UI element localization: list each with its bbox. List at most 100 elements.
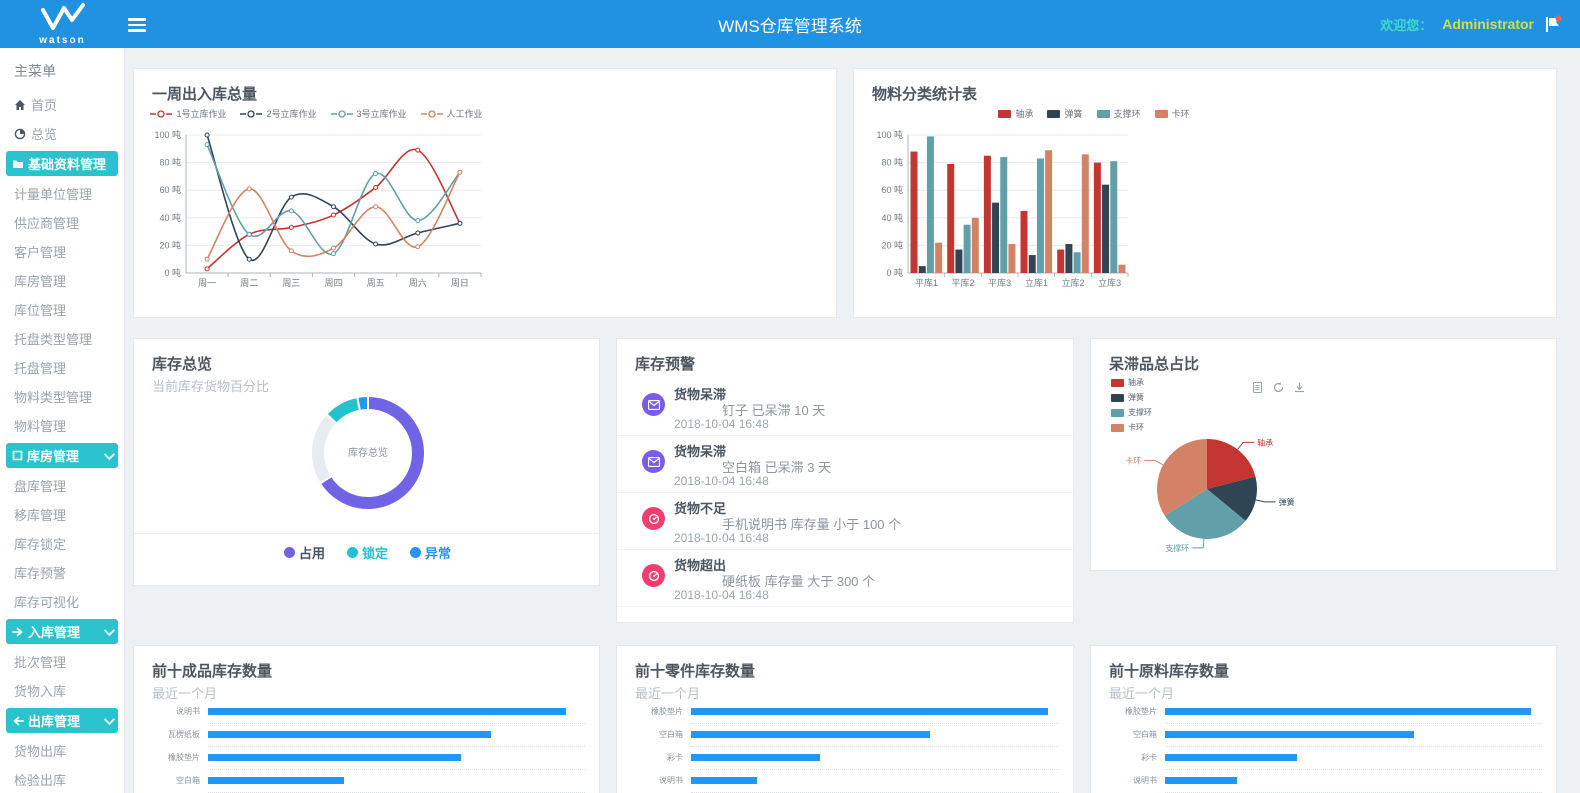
- sidebar-item-label: 库位管理: [14, 303, 67, 318]
- sidebar-item-goods-inbound[interactable]: 货物入库: [0, 676, 124, 705]
- sidebar-item-material-type-mgmt[interactable]: 物料类型管理: [0, 382, 124, 411]
- top-finished-bar-chart: 说明书 瓦楞纸板 橡胶垫片 空白箱: [148, 704, 585, 793]
- svg-text:平库1: 平库1: [915, 277, 938, 288]
- legend-item[interactable]: 1号立库作业: [150, 107, 226, 120]
- card-title: 物料分类统计表: [872, 86, 978, 103]
- card-divider: [134, 533, 601, 534]
- sidebar-item-label: 供应商管理: [14, 216, 80, 231]
- sidebar-item-outbound-group[interactable]: 出库管理: [6, 708, 118, 733]
- legend-item[interactable]: 弹簧: [1111, 392, 1152, 403]
- data-view-icon[interactable]: [1251, 381, 1264, 394]
- username[interactable]: Administrator: [1442, 16, 1534, 32]
- legend-item[interactable]: 2号立库作业: [240, 107, 317, 120]
- grid-dotted-line: [1165, 746, 1542, 747]
- sidebar-item-supplier-mgmt[interactable]: 供应商管理: [0, 208, 124, 237]
- bar-fill: [1165, 708, 1531, 715]
- menu-toggle-icon[interactable]: [128, 15, 148, 33]
- bar-fill: [691, 754, 820, 761]
- alert-timestamp: 2018-10-04 16:48: [674, 474, 769, 488]
- sidebar-item-pallet-type-mgmt[interactable]: 托盘类型管理: [0, 324, 124, 353]
- sidebar-item-home[interactable]: 首页: [0, 90, 124, 119]
- sidebar-item-basic-data[interactable]: 基础资料管理: [6, 151, 118, 176]
- sidebar-item-move-mgmt[interactable]: 移库管理: [0, 500, 124, 529]
- sidebar-item-inspect-outbound[interactable]: 检验出库: [0, 765, 124, 793]
- bar-label: 空白箱: [1133, 730, 1157, 739]
- bar-row: 空白箱: [1105, 727, 1542, 750]
- sidebar-item-goods-outbound[interactable]: 货物出库: [0, 736, 124, 765]
- legend-item[interactable]: 人工作业: [420, 107, 483, 120]
- legend-item[interactable]: 轴承: [1111, 377, 1152, 388]
- sidebar-item-warehouse-group[interactable]: 库房管理: [6, 443, 118, 468]
- sidebar-item-customer-mgmt[interactable]: 客户管理: [0, 237, 124, 266]
- alert-title: 货物超出: [674, 558, 727, 573]
- legend-item[interactable]: 轴承: [998, 107, 1033, 120]
- grid-dotted-line: [1165, 723, 1542, 724]
- bar-track: [208, 731, 585, 738]
- svg-text:0 吨: 0 吨: [164, 267, 181, 278]
- legend-item[interactable]: 支撑环: [1111, 407, 1152, 418]
- bar-fill: [1165, 731, 1414, 738]
- alert-description: 硬纸板 库存量 大于 300 个: [722, 574, 876, 589]
- legend-item[interactable]: 占用: [283, 543, 325, 562]
- sidebar-item-label: 移库管理: [14, 508, 67, 523]
- sidebar-item-stocktake-mgmt[interactable]: 盘库管理: [0, 471, 124, 500]
- legend-item[interactable]: 3号立库作业: [330, 107, 407, 120]
- sidebar-item-warehouse-mgmt-link[interactable]: 库房管理: [0, 266, 124, 295]
- sidebar-item-label: 库存锁定: [14, 537, 67, 552]
- card-inventory-overview: 库存总览 当前库存货物百分比 库存总览 占用 锁定 异常: [133, 338, 601, 586]
- sidebar-item-label: 入库管理: [28, 625, 81, 640]
- legend-item[interactable]: 异常: [410, 543, 451, 562]
- legend-item[interactable]: 卡环: [1111, 422, 1152, 433]
- alert-item[interactable]: 货物呆滞 空白箱 已呆滞 3 天 2018-10-04 16:48: [617, 436, 1075, 493]
- grid-dotted-line: [1165, 769, 1542, 770]
- sidebar-item-label: 托盘管理: [14, 361, 67, 376]
- legend-item[interactable]: 锁定: [346, 543, 388, 562]
- sidebar-section-label: 主菜单: [14, 63, 56, 79]
- bar-label: 彩卡: [667, 753, 683, 762]
- grid-dotted-line: [691, 746, 1059, 747]
- legend-item[interactable]: 支撑环: [1096, 107, 1141, 120]
- refresh-icon[interactable]: [1272, 381, 1285, 394]
- alert-timestamp: 2018-10-04 16:48: [674, 588, 769, 602]
- chart-toolbox: [1251, 381, 1306, 394]
- alert-item[interactable]: 货物呆滞 钉子 已呆滞 10 天 2018-10-04 16:48: [617, 379, 1075, 436]
- sidebar-item-unit-mgmt[interactable]: 计量单位管理: [0, 179, 124, 208]
- download-icon[interactable]: [1293, 381, 1306, 394]
- notification-flag-icon[interactable]: [1544, 15, 1562, 33]
- sidebar-item-stock-lock[interactable]: 库存锁定: [0, 529, 124, 558]
- card-top-parts: 前十零件库存数量 最近一个月 橡胶垫片 空白箱 彩卡 说明书: [616, 645, 1074, 793]
- bar-fill: [1165, 754, 1297, 761]
- alert-item[interactable]: 货物不足 手机说明书 库存量 小于 100 个 2018-10-04 16:48: [617, 493, 1075, 550]
- sidebar-item-stock-warning[interactable]: 库存预警: [0, 558, 124, 587]
- svg-text:轴承: 轴承: [1257, 437, 1273, 447]
- card-title: 库存预警: [635, 356, 696, 373]
- card-subtitle: 最近一个月: [1109, 686, 1175, 701]
- grid-dotted-line: [691, 723, 1059, 724]
- app-title: WMS仓库管理系统: [718, 16, 862, 36]
- svg-text:立库1: 立库1: [1025, 277, 1048, 288]
- chevron-down-icon: [103, 624, 116, 636]
- legend-item[interactable]: 弹簧: [1047, 107, 1083, 120]
- sidebar-item-stock-visual[interactable]: 库存可视化: [0, 587, 124, 616]
- sidebar-item-pallet-mgmt[interactable]: 托盘管理: [0, 353, 124, 382]
- sidebar-item-location-mgmt[interactable]: 库位管理: [0, 295, 124, 324]
- sidebar-item-label: 检验出库: [14, 773, 67, 788]
- sidebar-item-overview[interactable]: 总览: [0, 119, 124, 148]
- bar-row: 说明书: [148, 704, 585, 727]
- sidebar-item-label: 物料管理: [14, 419, 67, 434]
- bar-fill: [208, 708, 567, 715]
- sidebar-item-label: 库存预警: [14, 566, 67, 581]
- sidebar-item-material-mgmt[interactable]: 物料管理: [0, 411, 124, 440]
- card-top-raw: 前十原料库存数量 最近一个月 橡胶垫片 空白箱 彩卡 说明书: [1090, 645, 1557, 793]
- watson-logo[interactable]: watson: [0, 0, 125, 48]
- bar-label: 说明书: [1133, 776, 1157, 785]
- sidebar-item-batch-mgmt[interactable]: 批次管理: [0, 647, 124, 676]
- svg-text:20 吨: 20 吨: [881, 239, 903, 250]
- bar-fill: [208, 777, 344, 784]
- card-title: 呆滞品总占比: [1109, 356, 1200, 373]
- alert-item[interactable]: 货物超出 硬纸板 库存量 大于 300 个 2018-10-04 16:48: [617, 550, 1075, 607]
- sidebar-item-inbound-group[interactable]: 入库管理: [6, 619, 118, 644]
- legend-item[interactable]: 卡环: [1154, 107, 1190, 120]
- card-title: 前十零件库存数量: [635, 663, 756, 680]
